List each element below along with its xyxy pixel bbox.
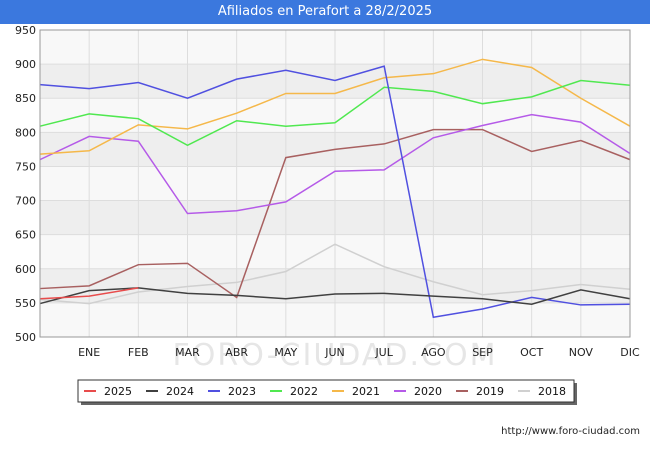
x-tick-label: NOV <box>569 346 594 359</box>
y-tick-label: 800 <box>15 126 36 139</box>
x-tick-label: FEB <box>128 346 149 359</box>
legend-label-2020: 2020 <box>414 385 442 398</box>
legend-items: 2025 2024 2023 2022 2021 2020 2019 2018 <box>84 385 566 398</box>
x-tick-label: MAR <box>175 346 200 359</box>
x-tick-label: ENE <box>78 346 100 359</box>
series-line-2018 <box>39 243 631 305</box>
footer-url: http://www.foro-ciudad.com <box>501 426 640 437</box>
x-tick-label: JUN <box>324 346 345 359</box>
series-line-2022 <box>39 79 631 147</box>
x-tick-label: SEP <box>472 346 493 359</box>
x-tick-label: AGO <box>421 346 446 359</box>
legend-label-2023: 2023 <box>228 385 256 398</box>
chart-title: Afiliados en Perafort a 28/2/2025 <box>0 0 650 24</box>
series-line-2021 <box>39 58 631 155</box>
x-tick-label: DIC <box>620 346 640 359</box>
series-line-2020 <box>39 113 631 215</box>
y-tick-label: 750 <box>15 160 36 173</box>
y-tick-label: 650 <box>15 229 36 242</box>
legend-label-2024: 2024 <box>166 385 194 398</box>
y-tick-label: 850 <box>15 92 36 105</box>
series-line-2025 <box>39 287 139 300</box>
y-tick-label: 700 <box>15 195 36 208</box>
legend-label-2021: 2021 <box>352 385 380 398</box>
x-tick-label: ABR <box>225 346 248 359</box>
y-tick-label: 500 <box>15 331 36 344</box>
legend: 2025 2024 2023 2022 2021 2020 2019 2018 <box>77 379 577 405</box>
x-axis-ticks: ENE FEB MAR ABR MAY JUN JUL AGO SEP OCT NOV DIC <box>78 346 640 359</box>
legend-label-2018: 2018 <box>538 385 566 398</box>
x-tick-label: JUL <box>374 346 393 359</box>
series-lines <box>39 58 631 319</box>
y-axis-ticks: 500 550 600 650 700 750 800 850 900 950 <box>15 24 36 344</box>
y-tick-label: 900 <box>15 58 36 71</box>
plot-border <box>39 29 631 338</box>
y-tick-label: 600 <box>15 263 36 276</box>
watermark: FORO-CIUDAD.COM <box>173 338 498 373</box>
series-line-2019 <box>39 128 631 299</box>
legend-label-2025: 2025 <box>104 385 132 398</box>
y-tick-label: 550 <box>15 297 36 310</box>
x-tick-label: MAY <box>274 346 297 359</box>
legend-label-2019: 2019 <box>476 385 504 398</box>
y-tick-label: 950 <box>15 24 36 37</box>
x-tick-label: OCT <box>520 346 543 359</box>
series-line-2023 <box>39 65 631 319</box>
legend-box <box>77 379 575 403</box>
legend-label-2022: 2022 <box>290 385 318 398</box>
